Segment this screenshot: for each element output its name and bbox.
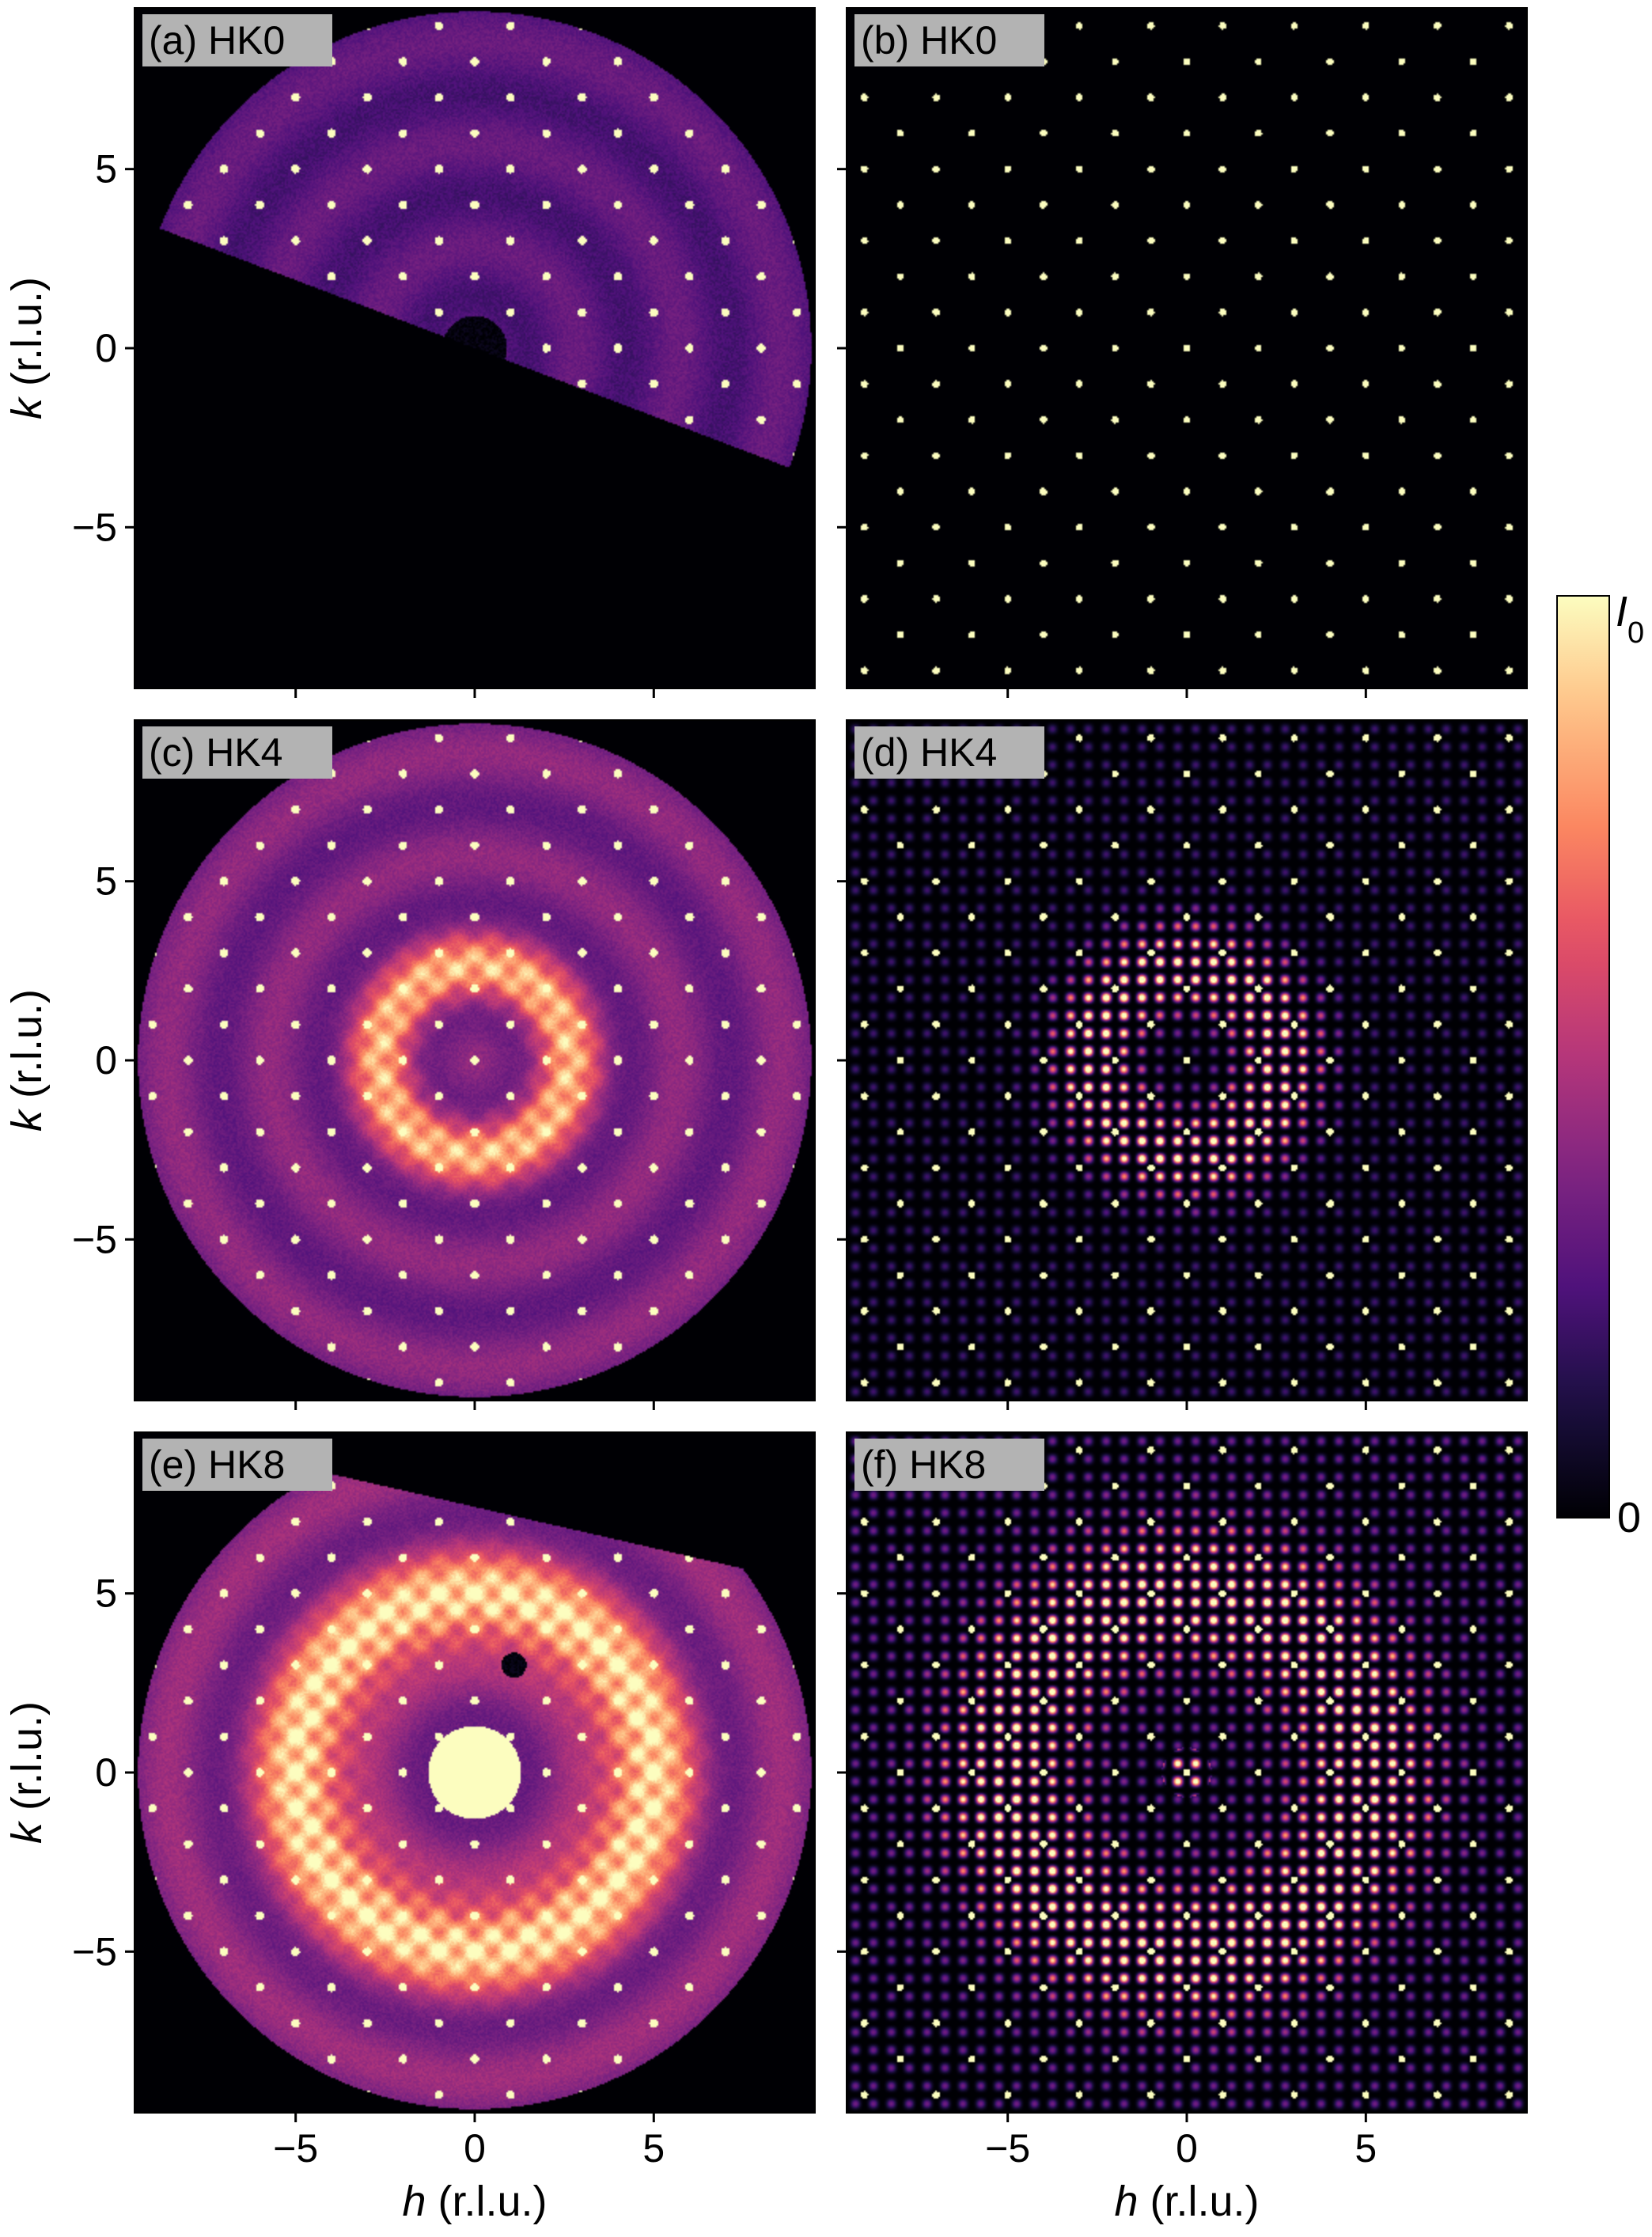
colorbar-max-sub: 0 <box>1627 616 1644 650</box>
colorbar-gradient <box>1556 595 1610 1519</box>
panel-label-box <box>142 1439 332 1491</box>
panel-label-d: (d) HK4 <box>854 726 1044 779</box>
colorbar-min-label: 0 <box>1617 1494 1641 1541</box>
heatmap-image <box>135 720 815 1401</box>
y-axis-label: k (r.l.u.) <box>3 1701 51 1844</box>
panel-label-a: (a) HK0 <box>142 14 332 66</box>
panel-label-text: (e) HK8 <box>149 1443 285 1487</box>
x-tick-label: 0 <box>464 2126 486 2171</box>
y-tick-label: 0 <box>95 1038 117 1082</box>
panel-label-box <box>854 1439 1044 1491</box>
x-tick-label: 5 <box>642 2126 665 2171</box>
y-tick-label: 5 <box>95 859 117 904</box>
x-axis-unit: (r.l.u.) <box>1139 2178 1260 2225</box>
colorbar: I00 <box>1556 588 1644 1541</box>
x-tick-label: 5 <box>1355 2126 1377 2171</box>
panel-label-text: (c) HK4 <box>149 730 282 775</box>
panel-f: −5 0 5 (f) HK8 h (r.l.u.) <box>837 1431 1528 2225</box>
y-axis-unit: (r.l.u.) <box>3 277 51 398</box>
y-axis-label: k (r.l.u.) <box>3 989 51 1132</box>
panel-label-text: (d) HK4 <box>861 730 997 775</box>
panels: −5 0 5 (a) HK0 k (r.l.u.) (b) HK0 −5 0 5 (c) HK4 k… <box>3 7 1528 2225</box>
heatmap-image <box>847 8 1527 688</box>
y-tick-label: −5 <box>72 505 117 549</box>
panel-label-c: (c) HK4 <box>142 726 332 779</box>
panel-label-box <box>142 726 332 779</box>
panel-label-e: (e) HK8 <box>142 1439 332 1491</box>
colorbar-max-label: I0 <box>1616 588 1644 650</box>
x-tick-label: 0 <box>1176 2126 1198 2171</box>
panel-a: −5 0 5 (a) HK0 k (r.l.u.) <box>3 7 816 698</box>
panel-label-box <box>854 14 1044 66</box>
x-axis-unit: (r.l.u.) <box>426 2178 548 2225</box>
heatmap-image <box>135 8 815 688</box>
y-axis-unit: (r.l.u.) <box>3 1701 51 1822</box>
panel-b: (b) HK0 <box>837 7 1528 698</box>
y-axis-var: k <box>3 396 51 419</box>
panel-c: −5 0 5 (c) HK4 k (r.l.u.) <box>3 719 816 1410</box>
y-axis-var: k <box>3 1108 51 1132</box>
y-tick-label: 0 <box>95 1750 117 1795</box>
x-axis-var: h <box>402 2178 426 2225</box>
panel-label-box <box>142 14 332 66</box>
y-axis-var: k <box>3 1820 51 1844</box>
panel-label-b: (b) HK0 <box>854 14 1044 66</box>
panel-label-text: (b) HK0 <box>861 18 997 63</box>
x-axis-label: h (r.l.u.) <box>402 2178 547 2225</box>
x-tick-label: −5 <box>985 2126 1030 2171</box>
panel-label-text: (a) HK0 <box>149 18 285 63</box>
heatmap-image <box>847 720 1527 1401</box>
x-axis-label: h (r.l.u.) <box>1114 2178 1259 2225</box>
heatmap-image <box>847 1432 1527 2113</box>
y-axis-label: k (r.l.u.) <box>3 277 51 419</box>
y-tick-label: −5 <box>72 1217 117 1261</box>
y-tick-label: 5 <box>95 1572 117 1616</box>
y-tick-label: 0 <box>95 326 117 370</box>
panel-label-f: (f) HK8 <box>854 1439 1044 1491</box>
x-axis-var: h <box>1114 2178 1138 2225</box>
panel-label-text: (f) HK8 <box>861 1443 986 1487</box>
panel-label-box <box>854 726 1044 779</box>
heatmap-image <box>135 1432 815 2113</box>
panel-d: (d) HK4 <box>837 719 1528 1410</box>
x-tick-label: −5 <box>273 2126 318 2171</box>
colorbar-max-var: I <box>1616 588 1627 635</box>
y-tick-label: −5 <box>72 1929 117 1973</box>
y-tick-label: 5 <box>95 147 117 191</box>
y-axis-unit: (r.l.u.) <box>3 989 51 1110</box>
